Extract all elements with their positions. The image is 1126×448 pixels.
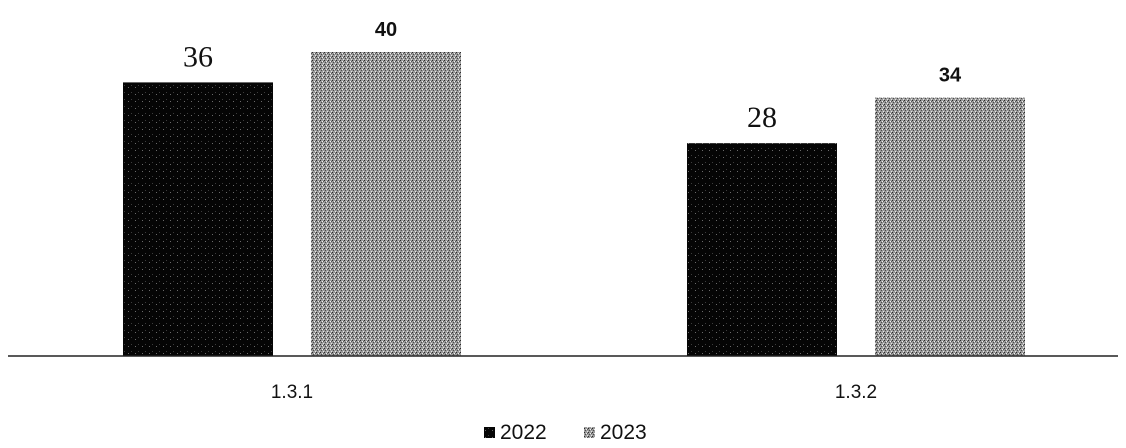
x-tick-labels-group: 1.3.1 1.3.2: [271, 382, 877, 403]
x-tick-label: 1.3.1: [271, 382, 313, 403]
legend-swatch-2022: [484, 427, 495, 438]
legend-swatch-2023: [584, 427, 595, 438]
legend-label-2022: 2022: [500, 421, 547, 444]
data-label-2022-1.3.2: 28: [747, 101, 777, 134]
x-tick-label: 1.3.2: [835, 382, 877, 403]
legend: 2022 2023: [484, 421, 647, 444]
bar-2023-1.3.1: [311, 52, 461, 356]
data-label-2023-1.3.2: 34: [939, 65, 962, 87]
bar-2022-1.3.1: [123, 82, 273, 357]
data-label-2023-1.3.1: 40: [375, 19, 397, 41]
bars-group: [123, 52, 1025, 357]
data-labels-group: 36 40 28 34: [183, 19, 962, 134]
data-label-2022-1.3.1: 36: [183, 40, 213, 73]
legend-label-2023: 2023: [600, 421, 647, 444]
bar-2023-1.3.2: [875, 97, 1025, 356]
bar-2022-1.3.2: [687, 143, 837, 356]
